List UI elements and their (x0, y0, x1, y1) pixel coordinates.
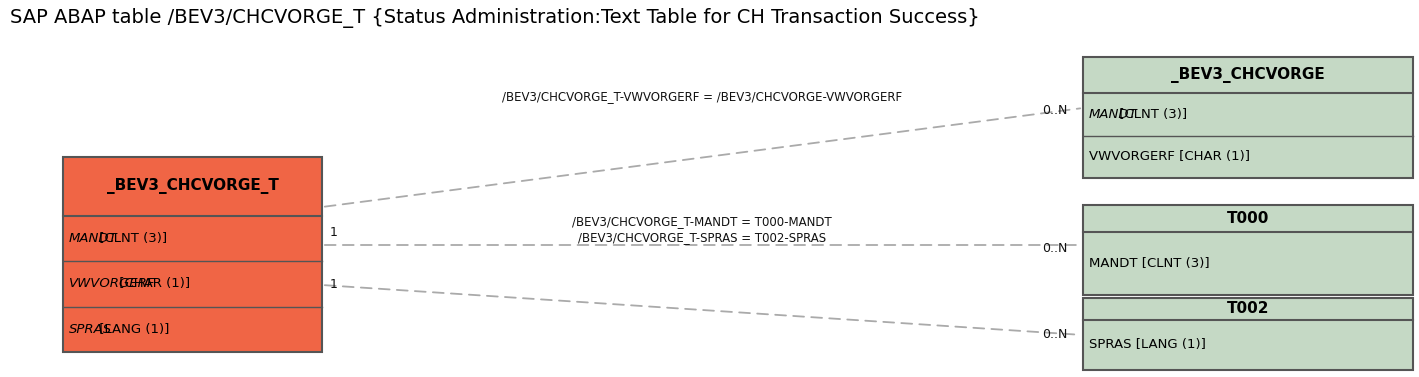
Text: SPRAS: SPRAS (70, 323, 112, 336)
Text: /BEV3/CHCVORGE_T-SPRAS = T002-SPRAS: /BEV3/CHCVORGE_T-SPRAS = T002-SPRAS (578, 231, 826, 244)
Bar (1083, 298, 1413, 320)
Text: SAP ABAP table /BEV3/CHCVORGE_T {Status Administration:Text Table for CH Transac: SAP ABAP table /BEV3/CHCVORGE_T {Status … (10, 8, 979, 28)
Text: 1: 1 (331, 227, 338, 239)
Bar (62, 216, 322, 261)
Text: MANDT: MANDT (70, 232, 118, 245)
Text: 0..N: 0..N (1043, 104, 1069, 116)
Text: _BEV3_CHCVORGE_T: _BEV3_CHCVORGE_T (106, 178, 278, 194)
Bar (62, 157, 322, 352)
Bar (1083, 205, 1413, 232)
Text: 0..N: 0..N (1043, 328, 1069, 342)
Bar (62, 261, 322, 307)
Text: /BEV3/CHCVORGE_T-MANDT = T000-MANDT: /BEV3/CHCVORGE_T-MANDT = T000-MANDT (572, 215, 832, 228)
Bar (1083, 57, 1413, 178)
Bar (1083, 232, 1413, 295)
Bar (62, 157, 322, 216)
Text: /BEV3/CHCVORGE_T-VWVORGERF = /BEV3/CHCVORGE-VWVORGERF: /BEV3/CHCVORGE_T-VWVORGERF = /BEV3/CHCVO… (502, 90, 902, 103)
Text: [LANG (1)]: [LANG (1)] (95, 323, 169, 336)
Bar (1083, 57, 1413, 93)
Text: T002: T002 (1227, 301, 1269, 316)
Text: SPRAS [LANG (1)]: SPRAS [LANG (1)] (1088, 338, 1206, 351)
Text: T000: T000 (1227, 211, 1269, 226)
Bar (62, 307, 322, 352)
Bar (1083, 320, 1413, 370)
Text: _BEV3_CHCVORGE: _BEV3_CHCVORGE (1171, 67, 1325, 83)
Text: VWVORGERF: VWVORGERF (70, 277, 156, 290)
Text: VWVORGERF [CHAR (1)]: VWVORGERF [CHAR (1)] (1088, 150, 1250, 163)
Text: [CHAR (1)]: [CHAR (1)] (115, 277, 190, 290)
Text: 0..N: 0..N (1043, 242, 1069, 254)
Text: [CLNT (3)]: [CLNT (3)] (95, 232, 167, 245)
Bar (1083, 136, 1413, 178)
Text: MANDT: MANDT (1088, 108, 1138, 121)
Text: 1: 1 (331, 279, 338, 291)
Text: MANDT [CLNT (3)]: MANDT [CLNT (3)] (1088, 257, 1209, 270)
Bar (1083, 93, 1413, 136)
Bar (1083, 298, 1413, 370)
Bar (1083, 205, 1413, 295)
Text: [CLNT (3)]: [CLNT (3)] (1115, 108, 1186, 121)
